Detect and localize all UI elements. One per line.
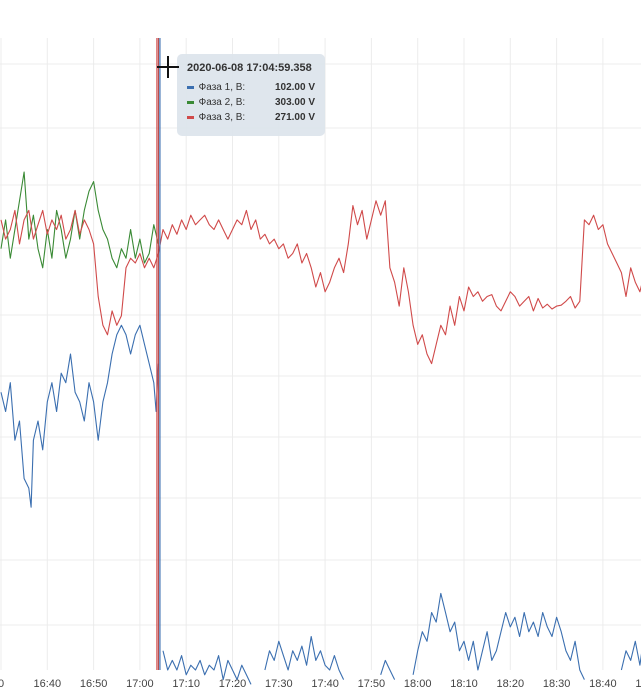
x-tick-label: 16:40 <box>34 678 62 690</box>
x-tick-label: 18:20 <box>497 678 525 690</box>
tooltip-row-phase-1: Фаза 1, В: 102.00 V <box>187 80 315 95</box>
x-tick-label: 18:50 <box>635 678 641 690</box>
tooltip-row-phase-3: Фаза 3, В: 271.00 V <box>187 110 315 125</box>
series-line-phase-1 <box>412 592 585 680</box>
phase-3-swatch <box>187 116 194 119</box>
tooltip-series-value: 303.00 V <box>274 97 315 108</box>
series-line-phase-3 <box>0 200 641 365</box>
x-tick-label: 17:40 <box>311 678 339 690</box>
x-tick-label: 16:50 <box>80 678 108 690</box>
series-line-phase-1 <box>380 659 396 680</box>
hover-tooltip: 2020-06-08 17:04:59.358 Фаза 1, В: 102.0… <box>177 54 325 136</box>
x-tick-label: 18:10 <box>450 678 478 690</box>
tooltip-series-name: Фаза 2, В: <box>198 97 246 108</box>
x-tick-label: 18:40 <box>589 678 617 690</box>
series-line-phase-1 <box>0 324 159 508</box>
series-line-phase-1 <box>162 650 252 685</box>
tooltip-series-name: Фаза 3, В: <box>198 112 246 123</box>
tooltip-series-value: 102.00 V <box>274 82 315 93</box>
crosshair-icon <box>157 56 179 78</box>
x-tick-label: 17:20 <box>219 678 247 690</box>
series-line-phase-1 <box>264 635 345 680</box>
phase-1-swatch <box>187 86 194 89</box>
phase-2-swatch <box>187 101 194 104</box>
x-tick-label: 17:00 <box>126 678 154 690</box>
tooltip-series-value: 271.00 V <box>274 112 315 123</box>
tooltip-series-name: Фаза 1, В: <box>198 82 246 93</box>
x-tick-label: 17:30 <box>265 678 293 690</box>
series-line-phase-2 <box>0 171 159 269</box>
x-tick-label: 17:50 <box>358 678 386 690</box>
tooltip-row-phase-2: Фаза 2, В: 303.00 V <box>187 95 315 110</box>
x-tick-label: 18:00 <box>404 678 432 690</box>
tooltip-timestamp: 2020-06-08 17:04:59.358 <box>187 62 312 74</box>
series-line-phase-1 <box>620 640 641 671</box>
x-tick-label: 18:30 <box>543 678 571 690</box>
x-tick-label: 17:10 <box>172 678 200 690</box>
x-tick-label: 0 <box>0 678 4 690</box>
